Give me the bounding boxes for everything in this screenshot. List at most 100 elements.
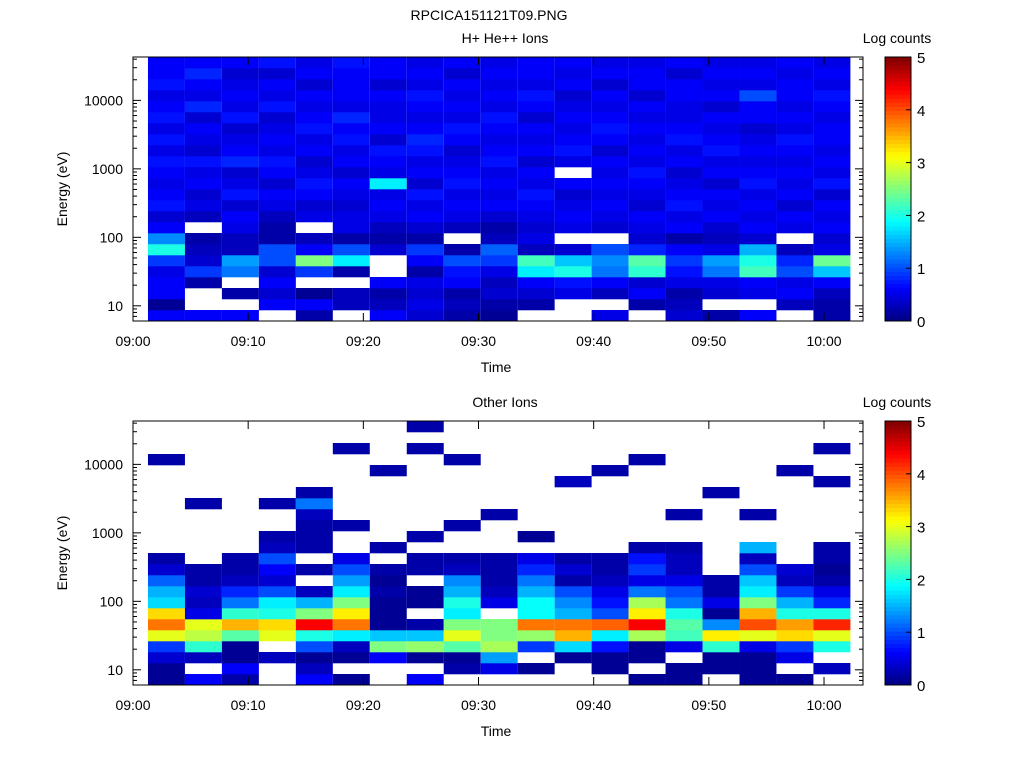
heatmap-cell	[221, 553, 259, 565]
heatmap-cell	[591, 553, 629, 565]
colorbar-segment	[885, 528, 911, 533]
heatmap-cell	[665, 597, 703, 609]
colorbar-segment	[885, 168, 911, 173]
heatmap-cell	[480, 597, 518, 609]
heatmap-cell	[443, 156, 481, 168]
colorbar-segment	[885, 660, 911, 665]
heatmap-cell	[369, 68, 407, 80]
colorbar-segment	[885, 544, 911, 550]
heatmap-cell	[258, 189, 296, 201]
heatmap-cell	[665, 663, 703, 675]
heatmap-cell	[628, 134, 666, 146]
heatmap-cell	[702, 112, 740, 124]
heatmap-cell	[517, 597, 555, 609]
heatmap-cell	[628, 123, 666, 135]
heatmap-cell	[369, 90, 407, 102]
heatmap-cell	[554, 222, 592, 234]
heatmap-cell	[147, 553, 185, 565]
heatmap-cell	[628, 619, 666, 631]
colorbar-segment	[885, 102, 911, 107]
heatmap-cell	[480, 134, 518, 146]
colorbar-segment	[885, 581, 911, 587]
heatmap-cell	[665, 542, 703, 554]
heatmap-cell	[739, 277, 777, 289]
heatmap-cell	[517, 233, 555, 245]
heatmap-cell	[147, 68, 185, 80]
heatmap-cell	[295, 211, 333, 223]
heatmap-cell	[517, 641, 555, 653]
heatmap-cell	[369, 277, 407, 289]
colorbar-segment	[885, 635, 911, 641]
heatmap-cell	[184, 586, 222, 598]
heatmap-cell	[295, 112, 333, 124]
colorbar-segment	[885, 61, 911, 66]
colorbar-segment	[885, 462, 911, 467]
heatmap-cell	[369, 145, 407, 157]
heatmap-cell	[221, 222, 259, 234]
colorbar-segment	[885, 189, 911, 194]
heatmap-cell	[443, 134, 481, 146]
heatmap-cell	[702, 652, 740, 664]
heatmap-cell	[813, 233, 851, 245]
heatmap-cell	[443, 244, 481, 256]
colorbar-segment	[885, 131, 911, 136]
x-tick-label: 09:20	[346, 697, 381, 713]
heatmap-cell	[147, 178, 185, 190]
heatmap-cell	[591, 112, 629, 124]
heatmap-cell	[591, 134, 629, 146]
y-axis-label: Energy (eV)	[54, 152, 70, 227]
heatmap-cell	[517, 211, 555, 223]
heatmap-cell	[221, 288, 259, 300]
colorbar-segment	[885, 421, 911, 426]
x-tick-label: 10:00	[806, 697, 841, 713]
heatmap-cell	[369, 619, 407, 631]
heatmap-cell	[776, 222, 814, 234]
colorbar-segment	[885, 614, 911, 620]
heatmap-cell	[184, 244, 222, 256]
heatmap-cell	[739, 101, 777, 113]
heatmap-cell	[369, 310, 407, 322]
heatmap-cell	[443, 597, 481, 609]
colorbar-segment	[885, 557, 911, 562]
heatmap-cell	[702, 178, 740, 190]
colorbar-segment	[885, 503, 911, 509]
heatmap-cell	[776, 112, 814, 124]
colorbar-segment	[885, 577, 911, 583]
heatmap-cell	[480, 299, 518, 311]
heatmap-cell	[443, 630, 481, 642]
heatmap-cell	[295, 542, 333, 554]
heatmap-cell	[406, 178, 444, 190]
heatmap-cell	[591, 310, 629, 322]
heatmap-cell	[517, 145, 555, 157]
heatmap-cell	[147, 189, 185, 201]
heatmap-cell	[332, 630, 370, 642]
heatmap-cell	[295, 531, 333, 543]
heatmap-cell	[480, 112, 518, 124]
heatmap-cell	[295, 156, 333, 168]
heatmap-cell	[776, 145, 814, 157]
heatmap-cell	[147, 244, 185, 256]
heatmap-cell	[369, 200, 407, 212]
heatmap-cell	[480, 222, 518, 234]
x-tick-label: 09:40	[576, 697, 611, 713]
heatmap-cell	[554, 630, 592, 642]
heatmap-cell	[554, 575, 592, 587]
colorbar-segment	[885, 458, 911, 463]
heatmap-cell	[480, 211, 518, 223]
heatmap-cell	[147, 123, 185, 135]
colorbar-tick-label: 0	[917, 314, 925, 331]
heatmap-cell	[480, 255, 518, 267]
heatmap-cell	[369, 156, 407, 168]
heatmap-cell	[147, 630, 185, 642]
heatmap-cell	[332, 288, 370, 300]
heatmap-cell	[665, 630, 703, 642]
colorbar-segment	[885, 94, 911, 99]
heatmap-cell	[406, 156, 444, 168]
heatmap-cell	[147, 167, 185, 179]
colorbar-tick-label: 5	[917, 414, 925, 431]
heatmap-cell	[739, 674, 777, 686]
heatmap-cell	[443, 79, 481, 91]
heatmap-cell	[813, 178, 851, 190]
heatmap-cell	[702, 211, 740, 223]
